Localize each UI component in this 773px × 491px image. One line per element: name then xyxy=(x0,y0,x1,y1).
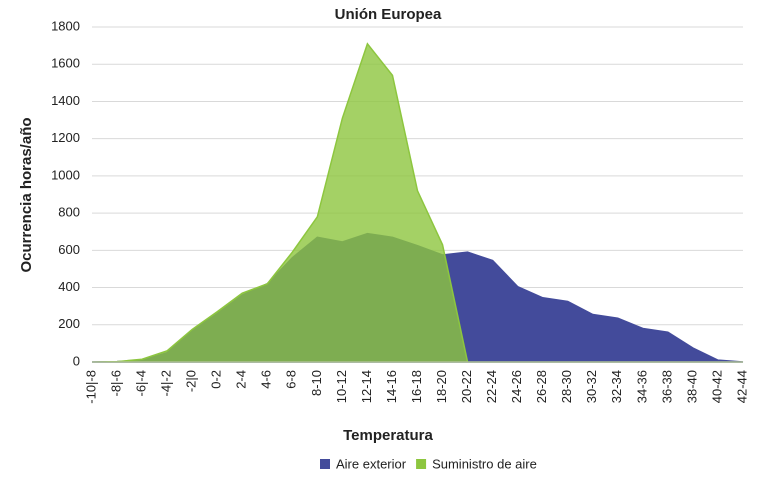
x-tick-label: 8-10 xyxy=(309,370,324,396)
y-tick-label: 800 xyxy=(58,205,80,220)
x-tick-label: 12-14 xyxy=(359,370,374,403)
x-tick-label: 22-24 xyxy=(484,370,499,403)
x-axis-title: Temperatura xyxy=(343,427,433,444)
x-tick-label: 34-36 xyxy=(634,370,649,403)
x-tick-label: 6-8 xyxy=(284,370,299,389)
x-tick-label: 0-2 xyxy=(209,370,224,389)
x-tick-label: 4-6 xyxy=(259,370,274,389)
y-tick-label: 400 xyxy=(58,279,80,294)
x-tick-label: 38-40 xyxy=(684,370,699,403)
y-tick-label: 600 xyxy=(58,242,80,257)
x-tick-label: 36-38 xyxy=(659,370,674,403)
y-tick-label: 1600 xyxy=(51,56,80,71)
x-tick-label: 18-20 xyxy=(434,370,449,403)
y-tick-label: 1000 xyxy=(51,167,80,182)
x-tick-label: 24-26 xyxy=(509,370,524,403)
x-tick-label: -2|0 xyxy=(184,370,199,392)
x-tick-label: -8|-6 xyxy=(108,370,123,397)
y-tick-label: 200 xyxy=(58,316,80,331)
legend-label: Aire exterior xyxy=(336,456,407,471)
legend-swatch xyxy=(416,459,427,469)
x-tick-label: 10-12 xyxy=(334,370,349,403)
x-tick-label: -4|-2 xyxy=(159,370,174,397)
x-tick-label: 40-42 xyxy=(709,370,724,403)
y-tick-label: 1800 xyxy=(51,18,80,33)
chart-title: Unión Europea xyxy=(335,6,442,23)
y-tick-label: 1200 xyxy=(51,130,80,145)
x-tick-label: 14-16 xyxy=(384,370,399,403)
x-tick-label: 42-44 xyxy=(734,370,749,403)
y-tick-label: 0 xyxy=(73,353,80,368)
x-tick-label: 26-28 xyxy=(534,370,549,403)
x-tick-label: 2-4 xyxy=(234,370,249,389)
area xyxy=(91,42,743,363)
legend-swatch xyxy=(320,459,330,469)
x-tick-label: -6|-4 xyxy=(134,370,149,397)
x-tick-label: 30-32 xyxy=(584,370,599,403)
x-tick-label: 28-30 xyxy=(559,370,574,403)
legend-label: Suministro de aire xyxy=(432,456,537,471)
x-tick-label: 16-18 xyxy=(409,370,424,403)
x-tick-label: 32-34 xyxy=(609,370,624,403)
y-tick-label: 1400 xyxy=(51,93,80,108)
x-tick-label: 20-22 xyxy=(459,370,474,403)
y-axis-title: Ocurrencia horas/año xyxy=(18,117,35,272)
x-tick-label: -10|-8 xyxy=(83,370,98,404)
